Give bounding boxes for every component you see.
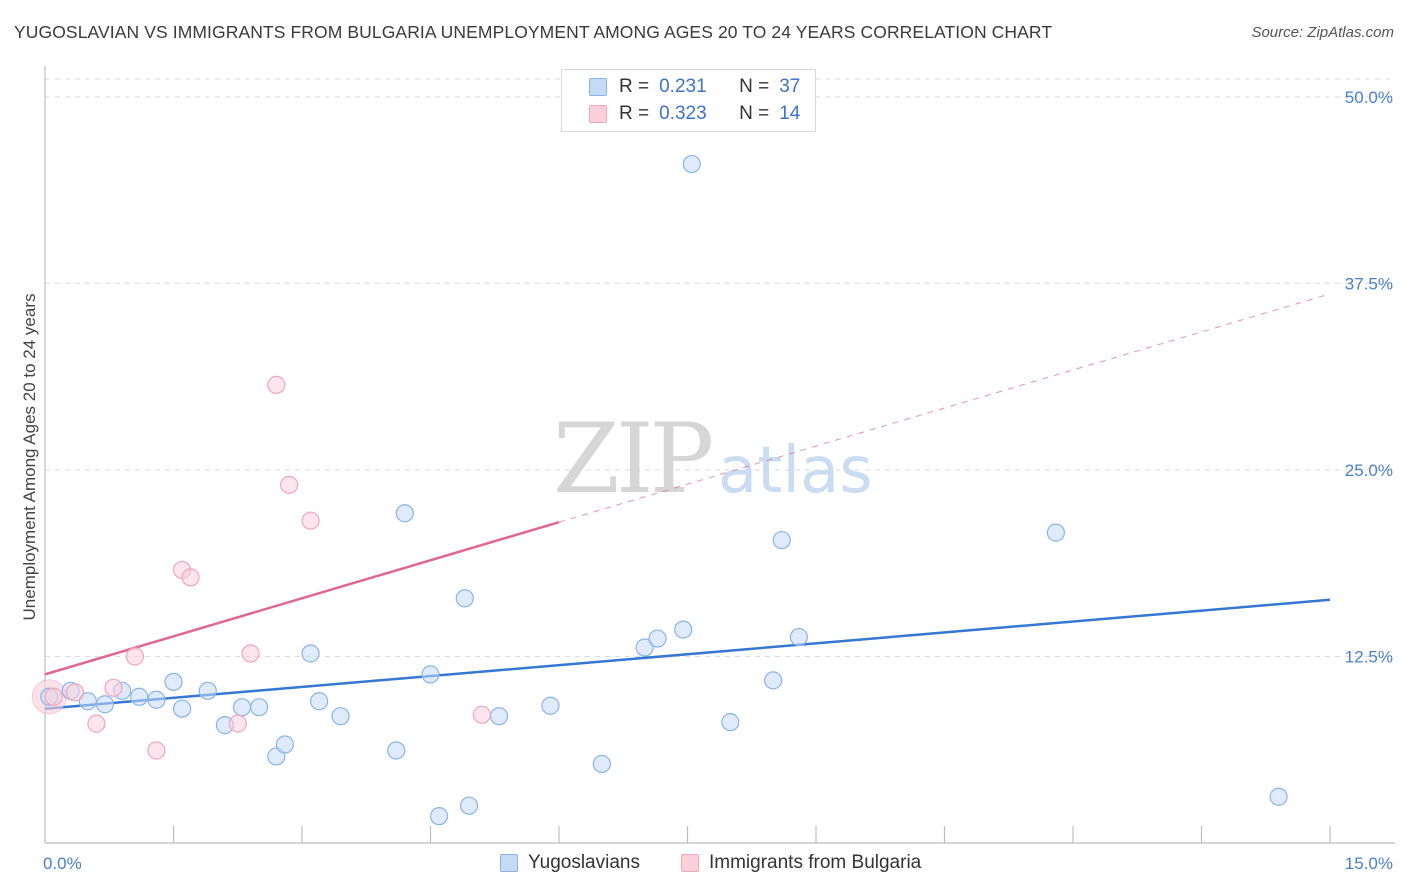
data-point-yugoslavians bbox=[789, 627, 808, 647]
y-axis-title: Unemployment Among Ages 20 to 24 years bbox=[20, 294, 39, 621]
data-point-yugoslavians bbox=[275, 735, 294, 754]
data-point-yugoslavians bbox=[429, 807, 449, 826]
y-tick-label: 37.5% bbox=[1345, 274, 1393, 293]
data-point-bulgaria bbox=[228, 714, 247, 733]
data-point-yugoslavians bbox=[198, 681, 217, 700]
legend-swatch-pink bbox=[589, 105, 607, 123]
data-point-bulgaria bbox=[267, 375, 286, 394]
data-point-yugoslavians bbox=[164, 672, 183, 691]
data-point-yugoslavians bbox=[489, 707, 509, 726]
legend-row-bulgaria: R = 0.323 N = 14 bbox=[562, 102, 800, 126]
data-point-yugoslavians bbox=[1046, 523, 1065, 542]
data-point-yugoslavians bbox=[635, 638, 654, 657]
watermark-zip: ZIP bbox=[553, 403, 712, 515]
data-point-yugoslavians bbox=[541, 696, 560, 715]
r-value: 0.323 bbox=[659, 103, 707, 124]
data-point-yugoslavians bbox=[682, 154, 701, 174]
grid-lines bbox=[45, 78, 1395, 657]
legend-item-yugoslavians: Yugoslavians bbox=[500, 852, 640, 874]
watermark: ZIP atlas bbox=[553, 403, 873, 515]
stats-legend: R = 0.231 N = 37 R = 0.323 N = 14 bbox=[561, 69, 816, 132]
x-tick-label: 15.0% bbox=[1345, 854, 1393, 873]
legend-swatch-blue bbox=[500, 854, 518, 872]
data-point-bulgaria bbox=[301, 511, 320, 530]
data-point-yugoslavians bbox=[130, 687, 149, 706]
data-point-yugoslavians bbox=[674, 620, 693, 639]
legend-label: Immigrants from Bulgaria bbox=[709, 852, 922, 873]
data-point-bulgaria bbox=[65, 683, 85, 702]
trend-line-yugoslavians bbox=[44, 598, 1331, 710]
data-point-yugoslavians bbox=[95, 695, 115, 714]
data-point-yugoslavians bbox=[455, 589, 474, 608]
legend-swatch-pink bbox=[681, 854, 699, 872]
data-point-yugoslavians bbox=[772, 530, 791, 550]
data-point-bulgaria bbox=[104, 678, 123, 697]
chart-title: YUGOSLAVIAN VS IMMIGRANTS FROM BULGARIA … bbox=[14, 22, 1053, 42]
data-point-yugoslavians bbox=[387, 741, 406, 760]
r-value: 0.231 bbox=[659, 76, 707, 97]
n-label: N = bbox=[739, 103, 770, 124]
data-point-yugoslavians bbox=[421, 665, 440, 684]
data-point-yugoslavians bbox=[721, 713, 740, 732]
data-point-yugoslavians bbox=[1269, 787, 1288, 806]
data-point-yugoslavians bbox=[459, 796, 479, 815]
data-point-bulgaria bbox=[125, 647, 145, 666]
data-point-bulgaria bbox=[472, 705, 491, 724]
source-label: Source: ZipAtlas.com bbox=[1251, 24, 1394, 41]
n-value: 37 bbox=[779, 76, 801, 97]
r-label: R = bbox=[619, 76, 650, 97]
y-tick-label: 12.5% bbox=[1345, 647, 1393, 666]
legend-label: Yugoslavians bbox=[528, 852, 640, 873]
n-value: 14 bbox=[779, 103, 801, 124]
data-point-bulgaria bbox=[241, 644, 260, 663]
legend-swatch-blue bbox=[589, 78, 607, 96]
y-tick-label: 25.0% bbox=[1345, 461, 1393, 480]
data-point-yugoslavians bbox=[592, 754, 611, 774]
n-label: N = bbox=[739, 76, 770, 97]
tick-labels: 12.5% 25.0% 37.5% 50.0% 0.0% 15.0% bbox=[43, 88, 1393, 873]
data-point-bulgaria bbox=[87, 714, 106, 733]
data-point-yugoslavians bbox=[172, 699, 192, 718]
data-point-bulgaria bbox=[280, 475, 299, 494]
data-point-yugoslavians bbox=[250, 698, 269, 717]
data-point-yugoslavians bbox=[78, 692, 97, 711]
legend-row-yugoslavians: R = 0.231 N = 37 bbox=[562, 75, 800, 99]
data-point-bulgaria bbox=[181, 568, 200, 587]
data-point-bulgaria bbox=[147, 741, 166, 760]
r-label: R = bbox=[619, 103, 650, 124]
trend-line-bulgaria-extension bbox=[558, 293, 1331, 523]
x-tick-label: 0.0% bbox=[43, 854, 82, 873]
data-point-bulgaria bbox=[44, 687, 63, 706]
data-point-yugoslavians bbox=[395, 504, 414, 523]
data-points bbox=[31, 154, 1288, 826]
data-point-yugoslavians bbox=[232, 698, 252, 717]
legend-item-bulgaria: Immigrants from Bulgaria bbox=[681, 852, 921, 874]
data-point-yugoslavians bbox=[147, 690, 166, 709]
data-point-yugoslavians bbox=[331, 707, 350, 726]
data-point-yugoslavians bbox=[310, 692, 329, 711]
data-point-yugoslavians bbox=[764, 671, 783, 690]
data-point-yugoslavians bbox=[648, 629, 667, 648]
data-point-yugoslavians bbox=[301, 644, 320, 663]
watermark-atlas: atlas bbox=[718, 434, 873, 508]
y-tick-label: 50.0% bbox=[1345, 88, 1393, 107]
